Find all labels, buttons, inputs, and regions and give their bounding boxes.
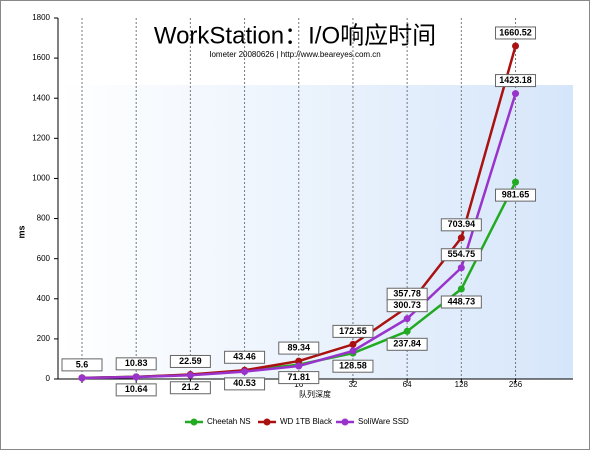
y-tick-label: 1000 <box>32 174 50 183</box>
label-box <box>386 337 428 351</box>
label-box <box>169 354 211 368</box>
data-label: 357.78 <box>393 289 421 299</box>
data-label: 71.81 <box>287 372 310 382</box>
label-box <box>440 295 482 309</box>
data-point <box>403 327 411 335</box>
y-tick-label: 1600 <box>32 53 50 62</box>
chart-subtitle: Iometer 20080626 | http://www.beareyes.c… <box>209 50 381 59</box>
data-label: 10.83 <box>125 358 148 368</box>
data-label: 5.6 <box>76 359 89 369</box>
label-box <box>61 358 103 372</box>
data-label: 1423.18 <box>499 75 532 85</box>
data-point <box>241 368 249 376</box>
y-tick-label: 0 <box>46 374 51 383</box>
label-box <box>495 26 537 40</box>
data-point <box>457 285 465 293</box>
legend-label: WD 1TB Black <box>280 417 333 426</box>
label-box <box>115 383 157 397</box>
data-point <box>457 264 465 272</box>
data-label: 40.53 <box>233 378 256 388</box>
legend-label: SoliWare SSD <box>358 417 409 426</box>
x-tick-label: 16 <box>294 380 303 389</box>
x-tick-label: 32 <box>348 380 357 389</box>
data-label: 554.75 <box>448 249 476 259</box>
data-point <box>403 315 411 323</box>
label-box <box>224 350 266 364</box>
x-tick-label: 128 <box>455 380 469 389</box>
label-box <box>278 371 320 385</box>
y-axis-label: ms <box>16 225 26 238</box>
data-label: 21.2 <box>182 382 200 392</box>
data-label: 300.73 <box>393 300 421 310</box>
y-tick-label: 1800 <box>32 13 50 22</box>
data-point <box>512 42 520 50</box>
x-tick-label: 256 <box>509 380 523 389</box>
data-point <box>457 234 465 242</box>
label-box <box>278 341 320 355</box>
x-axis-label: 队列深度 <box>299 389 331 399</box>
y-tick-label: 800 <box>37 214 51 223</box>
data-label: 703.94 <box>448 219 476 229</box>
data-point <box>295 362 303 370</box>
y-tick-label: 200 <box>37 334 51 343</box>
data-label: 22.59 <box>179 356 202 366</box>
label-box <box>386 299 428 313</box>
data-point <box>349 347 357 355</box>
data-label: 448.73 <box>448 296 476 306</box>
label-box <box>115 357 157 371</box>
x-tick-label: 64 <box>403 380 412 389</box>
data-label: 981.65 <box>502 189 530 199</box>
data-point <box>295 357 303 365</box>
data-label: 89.34 <box>287 342 310 352</box>
data-point <box>78 374 86 382</box>
legend-marker <box>190 418 198 426</box>
label-box <box>224 377 266 391</box>
label-box <box>332 359 374 373</box>
label-box <box>440 248 482 262</box>
plot-area <box>58 85 573 379</box>
chart-title: WorkStation：I/O响应时间 <box>154 22 436 49</box>
y-tick-label: 1400 <box>32 93 50 102</box>
legend-marker <box>341 418 349 426</box>
label-box <box>495 74 537 88</box>
data-point <box>186 371 194 379</box>
y-tick-label: 400 <box>37 294 51 303</box>
label-box <box>332 324 374 338</box>
data-label: 128.58 <box>339 361 367 371</box>
data-point <box>512 90 520 98</box>
data-label: 1660.52 <box>499 27 532 37</box>
data-point <box>512 178 520 186</box>
y-tick-label: 600 <box>37 254 51 263</box>
label-box <box>169 381 211 395</box>
legend-marker <box>263 418 271 426</box>
data-label: 172.55 <box>339 326 367 336</box>
data-label: 10.64 <box>125 384 148 394</box>
y-tick-label: 1200 <box>32 133 50 142</box>
data-point <box>349 340 357 348</box>
label-box <box>495 188 537 202</box>
legend-label: Cheetah NS <box>207 417 251 426</box>
data-label: 43.46 <box>233 352 256 362</box>
label-box <box>440 218 482 232</box>
data-label: 237.84 <box>393 339 421 349</box>
data-point <box>132 373 140 381</box>
